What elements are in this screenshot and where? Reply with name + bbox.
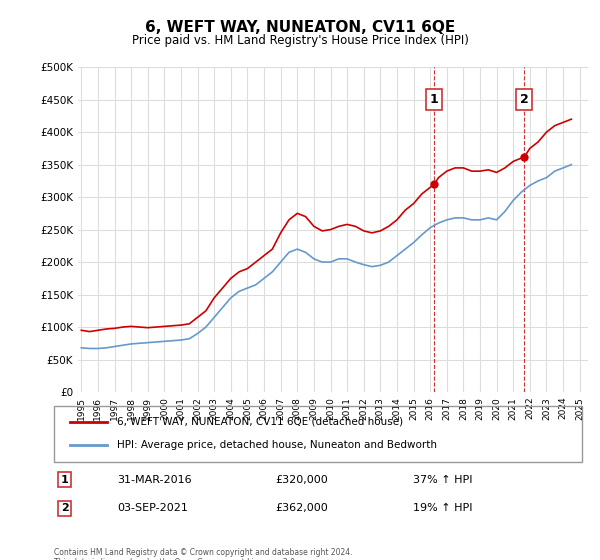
Text: 03-SEP-2021: 03-SEP-2021 xyxy=(118,503,188,514)
Text: 1: 1 xyxy=(430,93,439,106)
Text: £362,000: £362,000 xyxy=(276,503,329,514)
Text: HPI: Average price, detached house, Nuneaton and Bedworth: HPI: Average price, detached house, Nune… xyxy=(118,440,437,450)
Text: 31-MAR-2016: 31-MAR-2016 xyxy=(118,474,192,484)
Text: 37% ↑ HPI: 37% ↑ HPI xyxy=(413,474,473,484)
Text: 6, WEFT WAY, NUNEATON, CV11 6QE (detached house): 6, WEFT WAY, NUNEATON, CV11 6QE (detache… xyxy=(118,417,403,427)
Text: 6, WEFT WAY, NUNEATON, CV11 6QE: 6, WEFT WAY, NUNEATON, CV11 6QE xyxy=(145,20,455,35)
Text: 2: 2 xyxy=(61,503,68,514)
Text: 19% ↑ HPI: 19% ↑ HPI xyxy=(413,503,473,514)
Text: 2: 2 xyxy=(520,93,529,106)
Text: Price paid vs. HM Land Registry's House Price Index (HPI): Price paid vs. HM Land Registry's House … xyxy=(131,34,469,46)
Text: £320,000: £320,000 xyxy=(276,474,329,484)
Text: 1: 1 xyxy=(61,474,68,484)
Text: Contains HM Land Registry data © Crown copyright and database right 2024.
This d: Contains HM Land Registry data © Crown c… xyxy=(54,548,353,560)
